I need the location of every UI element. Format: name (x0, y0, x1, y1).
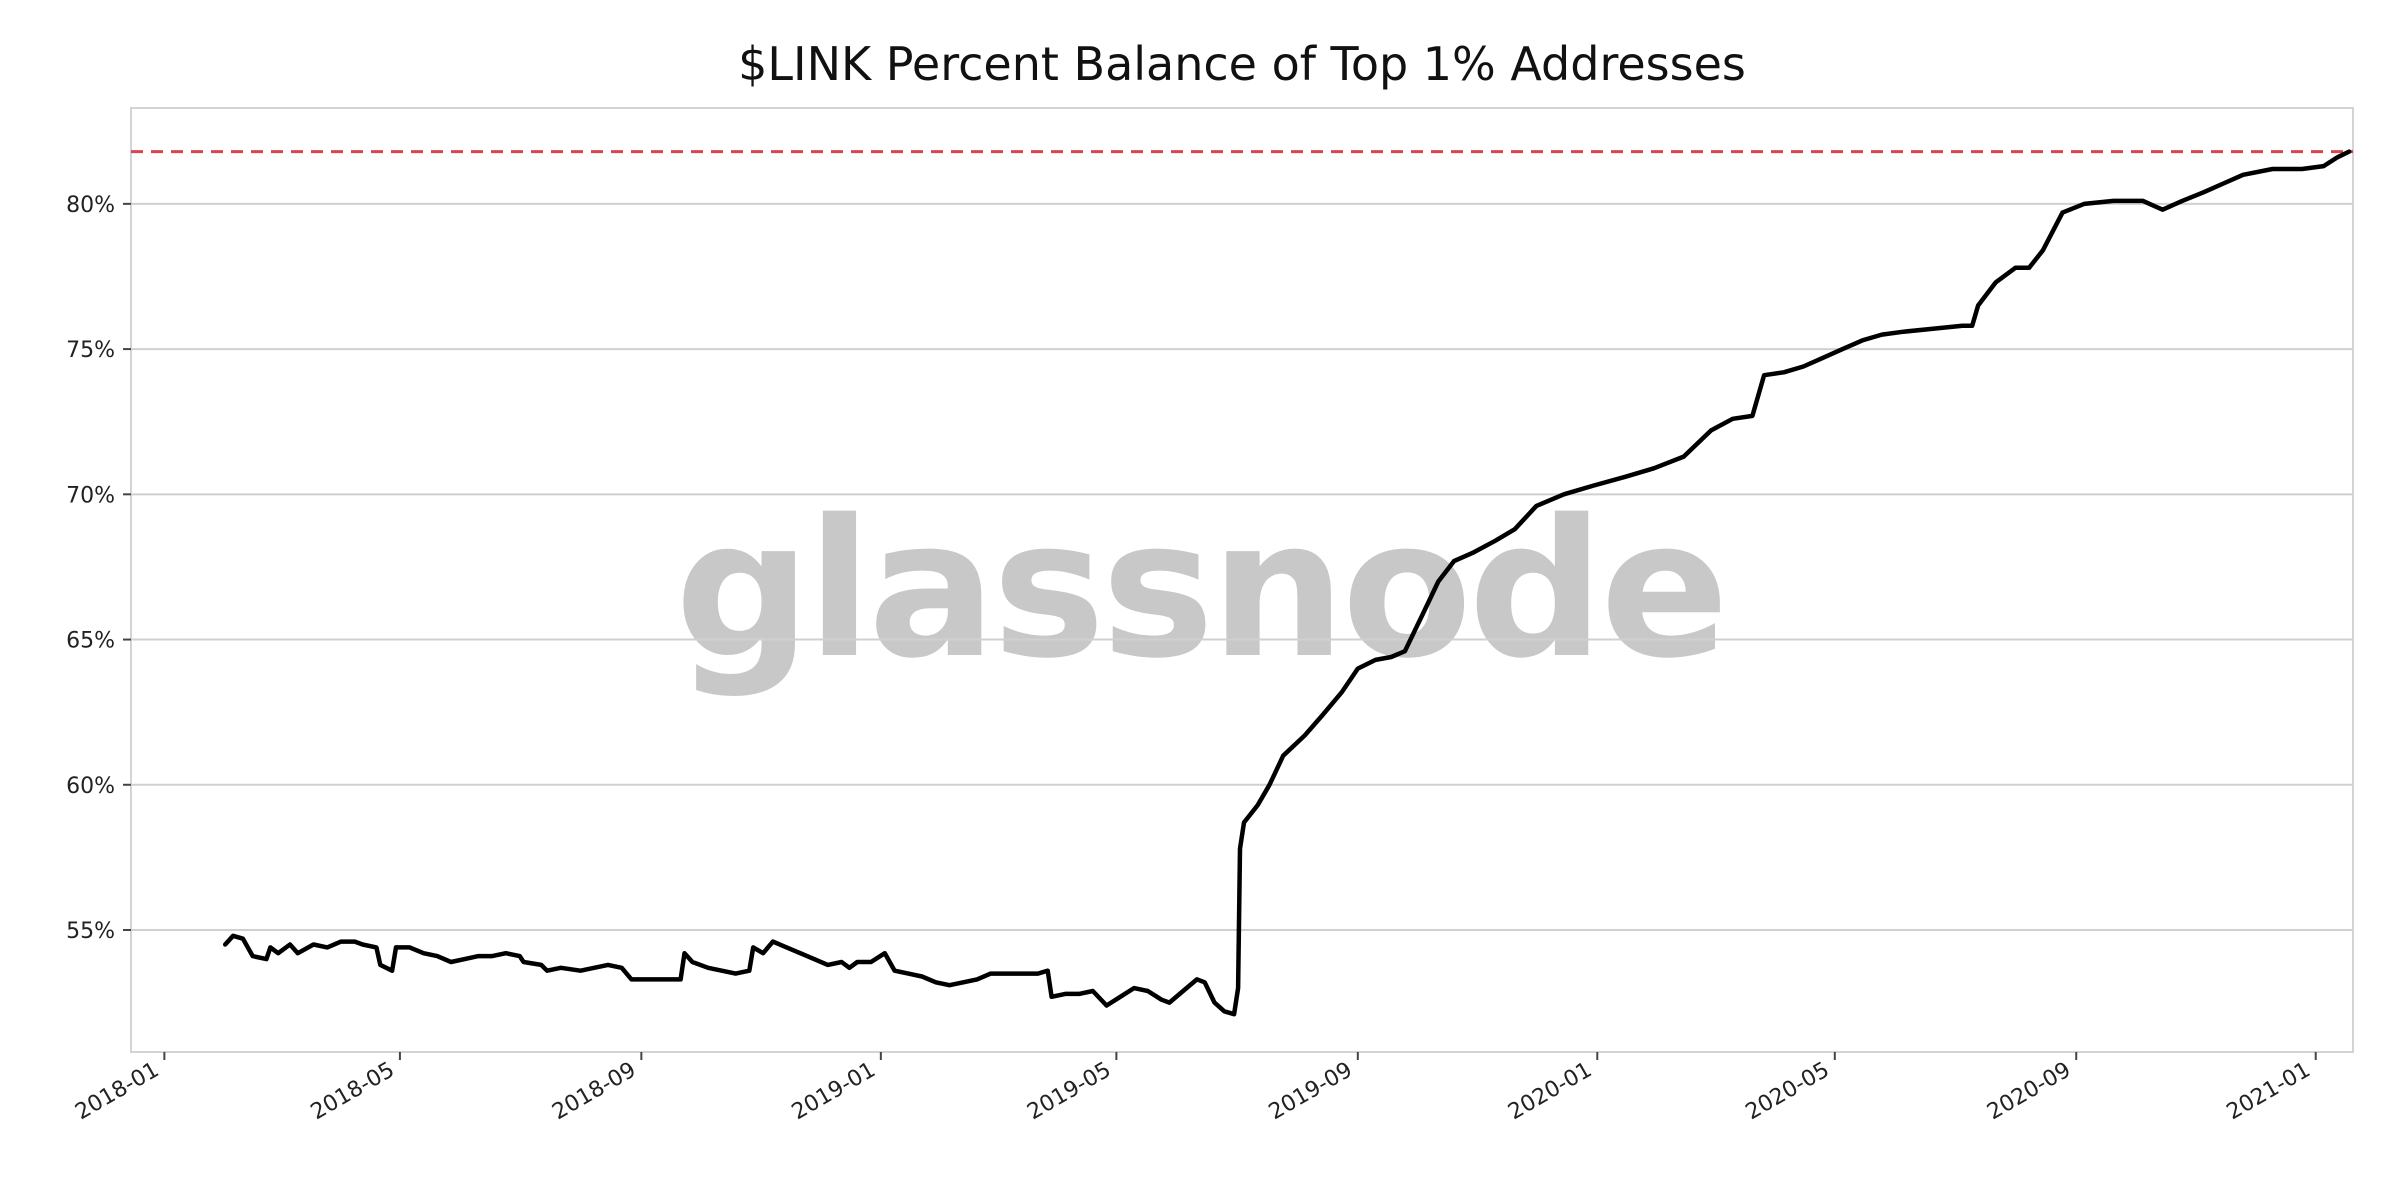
grid-lines (131, 202, 2353, 932)
y-tick-label: 70% (66, 483, 115, 508)
y-axis: 55% 60% 65% 70% 75% 80% (66, 193, 131, 944)
x-tick-label: 2018-01 (71, 1058, 163, 1126)
y-tick-label: 65% (66, 629, 115, 654)
y-tick-label: 80% (66, 193, 115, 218)
x-tick-label: 2019-01 (788, 1058, 880, 1126)
y-tick-label: 75% (66, 338, 115, 363)
x-tick-label: 2020-05 (1742, 1058, 1834, 1126)
x-tick-label: 2020-09 (1983, 1058, 2075, 1126)
x-tick-label: 2018-05 (307, 1058, 399, 1126)
x-axis: 2018-01 2018-05 2018-09 2019-01 2019-05 2019-… (71, 1052, 2317, 1126)
y-tick-label: 60% (66, 774, 115, 799)
y-tick-label: 55% (66, 919, 115, 944)
x-tick-label: 2020-01 (1504, 1058, 1596, 1126)
chart-title: $LINK Percent Balance of Top 1% Addresse… (738, 37, 1746, 91)
watermark: glassnode (675, 479, 1725, 700)
x-tick-label: 2021-01 (2223, 1058, 2315, 1126)
series-line-link-top1-balance (222, 149, 2352, 1017)
x-tick-label: 2018-09 (548, 1058, 640, 1126)
x-tick-label: 2019-05 (1023, 1058, 1115, 1126)
plot-frame (130, 107, 2354, 1053)
x-tick-label: 2019-09 (1265, 1058, 1357, 1126)
